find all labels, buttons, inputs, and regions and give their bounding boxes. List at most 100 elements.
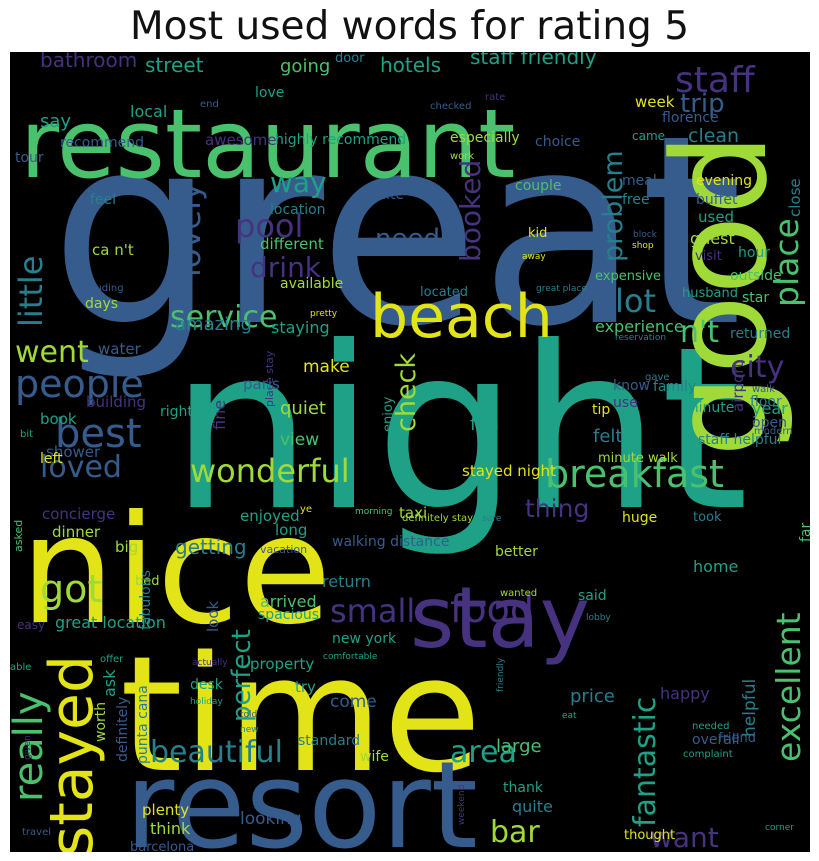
word-going: going	[280, 56, 330, 77]
word-beach: beach	[370, 282, 553, 352]
word-need: need	[375, 224, 440, 254]
word-travel: travel	[22, 827, 51, 838]
word-evening: evening	[696, 173, 752, 189]
word-asked: asked	[12, 520, 25, 552]
word-hotels: hotels	[380, 53, 441, 77]
word-city: city	[730, 350, 784, 385]
word-away: away	[522, 252, 546, 262]
word-couple: couple	[515, 178, 562, 194]
word-small: small	[330, 592, 415, 630]
word-beautiful: beautiful	[150, 735, 283, 770]
word-great: great	[50, 79, 743, 384]
word-stay: stay	[410, 569, 590, 668]
word-location: location	[270, 202, 326, 218]
word-helpful: helpful	[740, 679, 760, 737]
word-quiet: quiet	[280, 398, 326, 419]
word-given: given	[23, 735, 33, 760]
word-experience: experience	[595, 317, 684, 336]
word-think: think	[150, 819, 191, 838]
word-home: home	[693, 557, 738, 576]
word-place: place	[767, 218, 806, 307]
word-restaurant: restaurant	[20, 90, 515, 200]
word-sure: sure	[482, 514, 502, 524]
word-bed: bed	[135, 574, 160, 589]
word-water: water	[98, 340, 142, 358]
word-really: really	[10, 691, 52, 802]
word-n-t: n't	[680, 315, 719, 350]
word-look: look	[204, 600, 222, 632]
word-punta-cana: punta cana	[135, 685, 151, 764]
word-food: food	[450, 587, 534, 631]
word-husband: husband	[682, 286, 738, 301]
word-nice: nice	[20, 484, 332, 658]
word-wanted: wanted	[500, 588, 537, 599]
word-able: able	[10, 662, 31, 673]
word-dinner: dinner	[52, 523, 101, 541]
word-enjoy: enjoy	[381, 396, 396, 432]
word-available: available	[280, 276, 343, 292]
word-shower: shower	[46, 443, 101, 461]
word-night: night	[170, 299, 749, 561]
word-weekend: weekend	[457, 785, 467, 825]
word-ask: ask	[100, 669, 119, 697]
word-huge: huge	[622, 510, 657, 526]
word-pretty: pretty	[310, 309, 338, 319]
word-tour: tour	[15, 150, 44, 166]
word-enjoyed: enjoyed	[240, 507, 300, 525]
word-airport: airport	[729, 362, 747, 412]
word-building: building	[86, 393, 146, 411]
word-stayed-night: stayed night	[462, 462, 556, 480]
word-used: used	[698, 208, 734, 226]
word-use: use	[613, 395, 638, 411]
word-check: check	[391, 353, 422, 432]
word-looking: looking	[240, 809, 302, 829]
word-make: make	[303, 357, 350, 377]
word-minute-walk: minute walk	[598, 451, 678, 466]
word-feel: feel	[90, 192, 116, 208]
word-open: open	[752, 415, 787, 431]
word-book: book	[40, 410, 77, 428]
word-plenty: plenty	[142, 801, 189, 819]
word-place-stay: place stay	[263, 350, 276, 407]
word-minute: minute	[685, 400, 734, 416]
word-bar: bar	[490, 815, 540, 850]
word-suite: suite	[370, 187, 404, 203]
word-outside: outside	[730, 268, 782, 284]
word-end: end	[200, 99, 219, 110]
word-awesome: awesome	[205, 131, 277, 149]
word-walking-distance: walking distance	[332, 534, 449, 550]
word-fabulous: fabulous	[138, 570, 154, 630]
word-love: love	[255, 85, 284, 101]
word-hour: hour	[738, 245, 770, 261]
word-week: week	[635, 93, 675, 111]
word-amazing: amazing	[175, 314, 252, 335]
word-arrived: arrived	[260, 592, 317, 611]
word-easy: easy	[17, 618, 45, 632]
word-service: service	[170, 300, 277, 335]
word-including: including	[78, 283, 124, 294]
word-comfortable: comfortable	[323, 652, 378, 662]
word-price: price	[570, 686, 615, 707]
word-needed: needed	[692, 721, 730, 732]
word-rate: rate	[485, 92, 505, 103]
word-breakfast: breakfast	[545, 452, 724, 496]
word-best: best	[55, 411, 142, 457]
word-right: right	[160, 404, 193, 420]
word-try: try	[295, 678, 316, 696]
word-meal: meal	[622, 173, 657, 189]
word-street: street	[145, 53, 204, 77]
word-thank: thank	[503, 780, 544, 796]
word-way: way	[270, 166, 327, 199]
word-lobby: lobby	[586, 613, 611, 623]
word-concierge: concierge	[42, 505, 115, 523]
word-good: good	[644, 133, 796, 457]
word-taxi: taxi	[399, 504, 427, 522]
word-highly-recommend: highly recommend	[275, 132, 406, 148]
word-returned: returned	[730, 326, 790, 342]
word-far: far	[798, 522, 810, 542]
word-new: new	[240, 725, 259, 735]
word-kid: kid	[528, 226, 547, 241]
word-say: say	[40, 111, 71, 132]
word-block: block	[633, 230, 658, 240]
word-complaint: complaint	[683, 749, 733, 760]
